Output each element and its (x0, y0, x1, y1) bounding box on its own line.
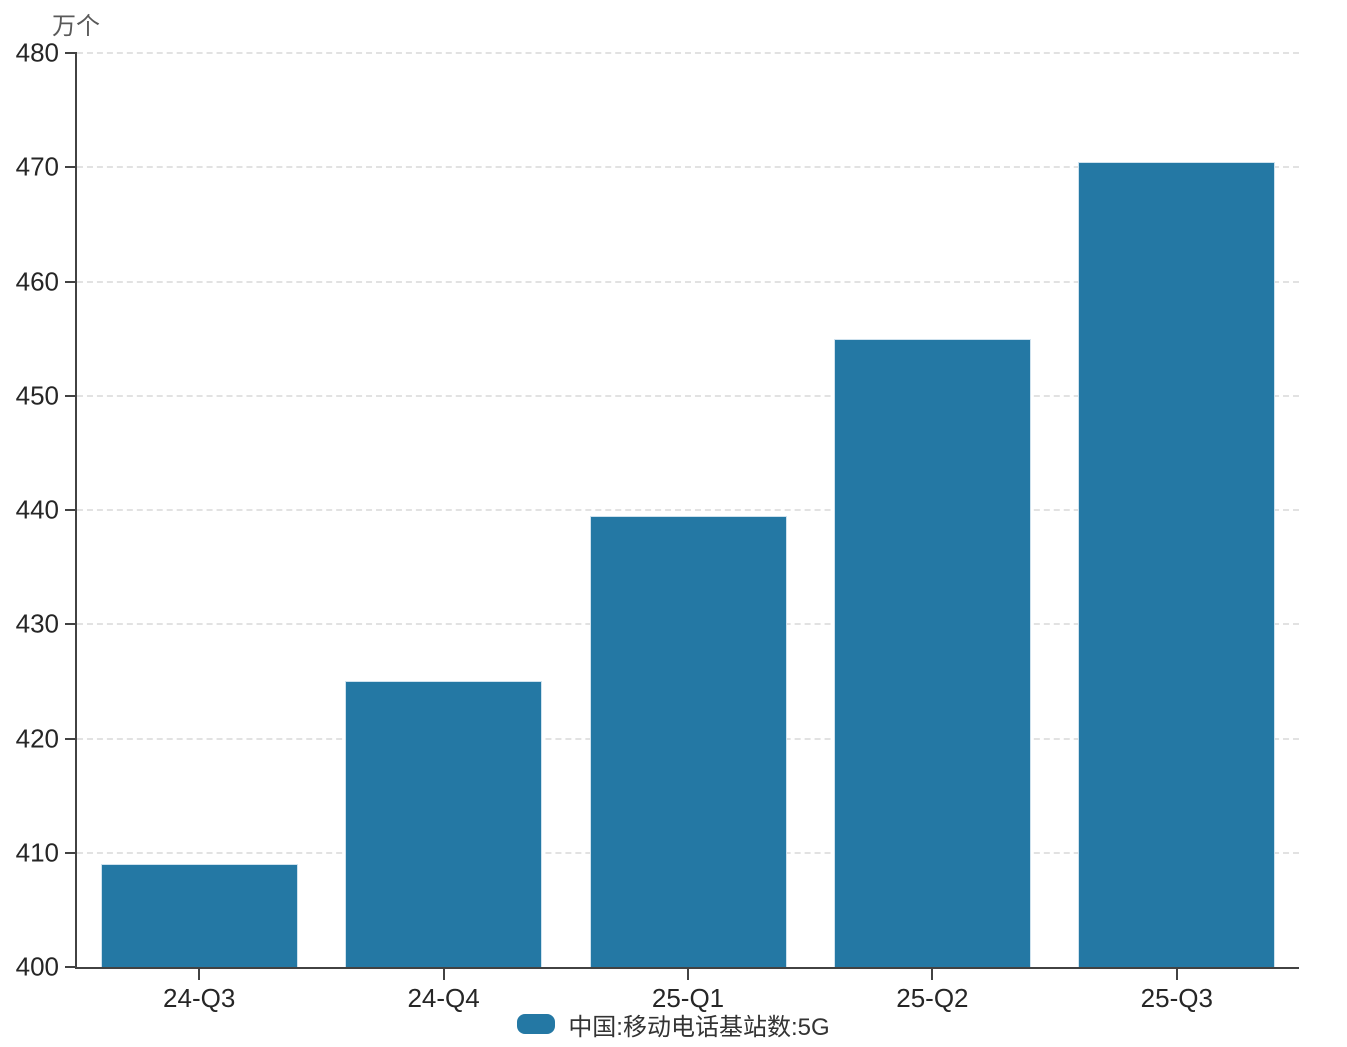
gridline (77, 394, 1299, 397)
x-axis-tick (1175, 969, 1178, 980)
x-axis-tick-label: 24-Q4 (407, 983, 480, 1013)
x-axis-tick (442, 969, 445, 980)
x-axis-tick (687, 969, 689, 980)
y-axis-tick-label: 400 (15, 951, 59, 982)
x-axis-tick (931, 969, 934, 980)
legend-series-label: 中国:移动电话基站数:5G (568, 1013, 830, 1041)
y-axis-tick-label: 450 (15, 380, 59, 411)
y-axis-tick (65, 851, 77, 854)
x-axis-tick-label: 25-Q3 (1140, 983, 1213, 1013)
bar-24-Q4[interactable] (345, 681, 543, 967)
bar-25-Q2[interactable] (833, 338, 1031, 967)
y-axis-tick (65, 52, 77, 54)
y-axis-tick (65, 280, 77, 283)
gridline (77, 52, 1299, 54)
y-axis-tick-label: 410 (15, 837, 59, 868)
legend-marker-swatch (517, 1014, 556, 1034)
x-axis-tick (198, 969, 201, 980)
y-axis-tick (65, 737, 77, 740)
y-axis-tick-label: 470 (15, 151, 59, 182)
gridline (77, 280, 1299, 283)
y-axis-unit-label: 万个 (52, 13, 100, 40)
y-axis-tick (65, 966, 77, 968)
bar-25-Q1[interactable] (589, 515, 787, 967)
y-axis-tick (65, 623, 77, 626)
y-axis-tick (65, 394, 77, 397)
y-axis-tick (65, 509, 77, 511)
y-axis-tick-label: 460 (15, 266, 59, 296)
x-axis-tick-label: 24-Q3 (163, 983, 236, 1013)
y-axis-tick-label: 440 (15, 494, 59, 525)
legend[interactable]: 中国:移动电话基站数:5G (0, 1006, 1347, 1042)
y-axis-tick-label: 420 (15, 723, 59, 753)
gridline (77, 166, 1299, 169)
gridline (77, 509, 1299, 511)
y-axis-tick (65, 166, 77, 169)
y-axis-tick-label: 480 (15, 37, 59, 68)
plot-area: 400 410 420 430 440 450 460 470 480 24-Q3 24-Q4 25-… (16, 38, 1299, 1013)
bar-24-Q3[interactable] (100, 864, 298, 967)
x-axis-tick-label: 25-Q2 (896, 983, 969, 1013)
x-axis-tick-label: 25-Q1 (651, 983, 725, 1013)
y-axis-tick-label: 430 (15, 608, 59, 639)
bar-25-Q3[interactable] (1078, 161, 1276, 967)
